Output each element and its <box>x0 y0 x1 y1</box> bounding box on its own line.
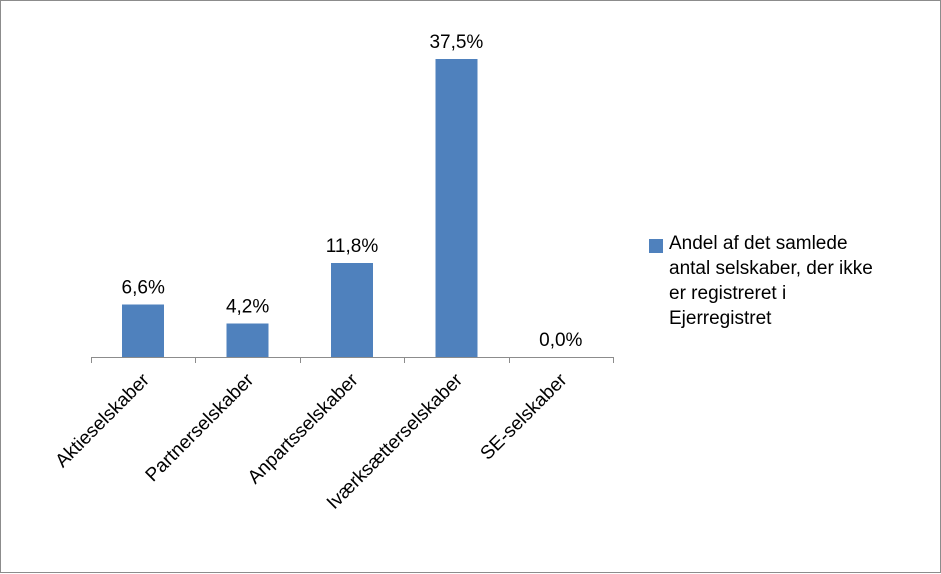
data-label: 6,6% <box>122 278 165 299</box>
category-label: SE-selskaber <box>477 369 572 464</box>
data-label: 37,5% <box>429 32 483 53</box>
bar-aktieselskaber <box>122 304 165 357</box>
bar-iværksætterselskaber <box>435 58 478 358</box>
legend-swatch <box>649 239 663 253</box>
category-label: Partnerselskaber <box>142 369 259 486</box>
data-label: 11,8% <box>326 236 379 257</box>
category-label: Anpartsselskaber <box>244 369 363 488</box>
legend-label: Andel af det samlede antal selskaber, de… <box>669 233 873 329</box>
bar-anpartsselskaber <box>331 263 373 357</box>
bar-partnerselskaber <box>226 323 269 357</box>
data-label: 4,2% <box>226 297 269 318</box>
category-label: Aktieselskaber <box>52 369 155 472</box>
data-label: 0,0% <box>539 330 582 351</box>
legend: Andel af det samlede antal selskaber, de… <box>649 231 919 331</box>
